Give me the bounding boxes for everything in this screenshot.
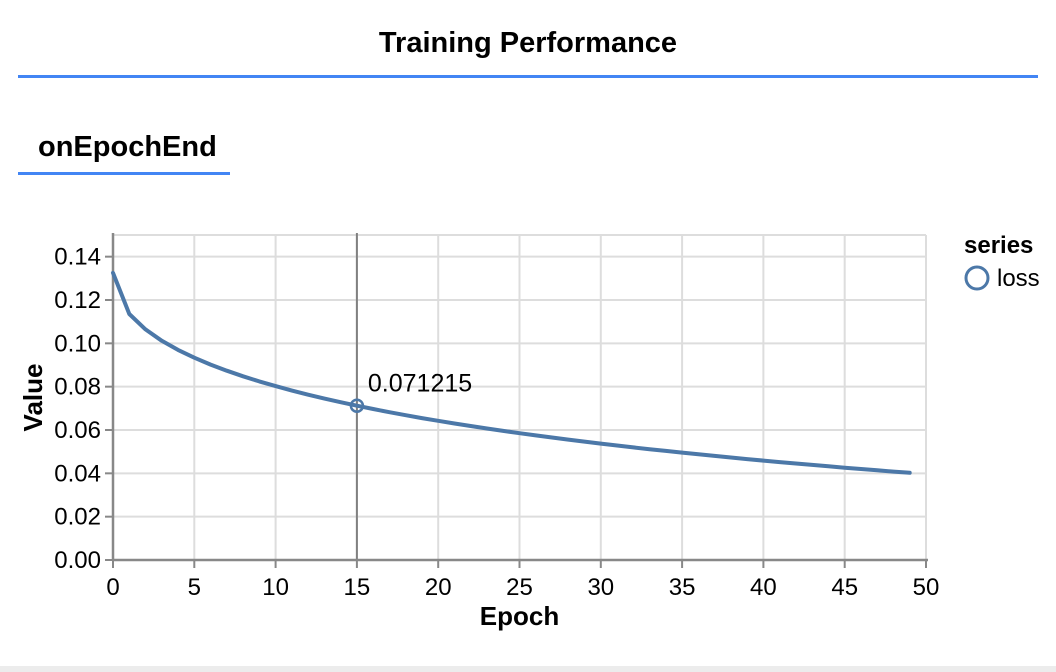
chart-plot-area[interactable] xyxy=(113,235,926,560)
y-tick-label: 0.02 xyxy=(54,504,101,531)
x-tick-label: 15 xyxy=(344,574,371,601)
x-tick-label: 30 xyxy=(587,574,614,601)
x-tick-label: 45 xyxy=(831,574,858,601)
x-axis-title: Epoch xyxy=(480,601,559,631)
legend-symbol-loss xyxy=(964,265,990,291)
x-tick-label: 0 xyxy=(106,574,119,601)
title-divider xyxy=(18,75,1038,78)
x-tick-label: 50 xyxy=(913,574,940,601)
page-title: Training Performance xyxy=(378,27,678,59)
x-tick-label: 25 xyxy=(506,574,533,601)
x-tick-label: 20 xyxy=(425,574,452,601)
x-tick-label: 5 xyxy=(188,574,201,601)
y-tick-label: 0.10 xyxy=(54,330,101,357)
bottom-strip xyxy=(0,666,1056,672)
hover-point-marker xyxy=(349,398,365,413)
x-tick-label: 10 xyxy=(262,574,289,601)
y-tick-label: 0.04 xyxy=(54,460,101,487)
legend-title: series xyxy=(964,232,1033,259)
y-tick-label: 0.14 xyxy=(54,244,101,271)
y-tick-label: 0.06 xyxy=(54,417,101,444)
y-tick-label: 0.00 xyxy=(54,547,101,574)
section-heading: onEpochEnd xyxy=(38,131,217,163)
x-tick-label: 40 xyxy=(750,574,777,601)
tooltip-value: 0.071215 xyxy=(368,370,472,398)
loss-curve xyxy=(111,270,912,475)
legend-label-loss: loss xyxy=(997,265,1040,292)
x-tick-label: 35 xyxy=(669,574,696,601)
section-underline xyxy=(18,172,230,175)
y-tick-label: 0.08 xyxy=(54,374,101,401)
y-tick-label: 0.12 xyxy=(54,287,101,314)
y-axis-title: Value xyxy=(18,364,48,432)
